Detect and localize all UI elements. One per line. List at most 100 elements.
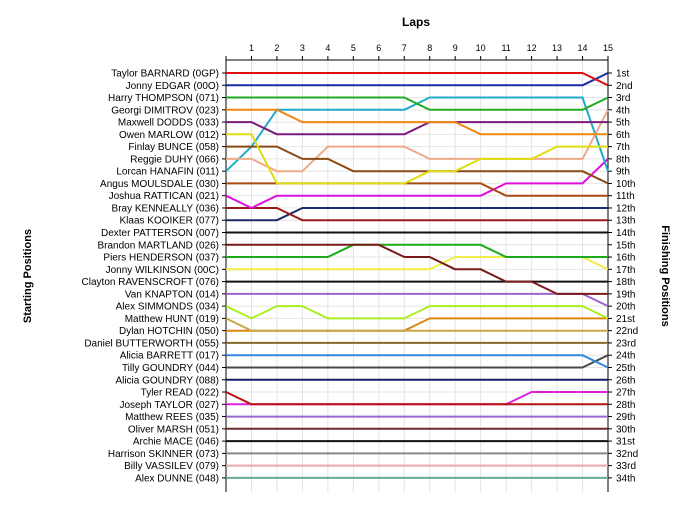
finish-position-label: 22nd [616, 326, 638, 337]
series-line [226, 292, 609, 308]
driver-label: Alicia BARRETT (017) [120, 351, 219, 362]
finish-position-label: 28th [616, 400, 635, 411]
series-line [226, 207, 608, 222]
series-line [226, 145, 609, 185]
finish-position-label: 4th [616, 105, 630, 116]
x-tick-label: 15 [603, 43, 613, 53]
finish-position-label: 25th [616, 363, 635, 374]
series-line [226, 243, 608, 258]
x-tick-label: 1 [249, 43, 254, 53]
finish-position-label: 3rd [616, 93, 630, 104]
driver-label: Oliver MARSH (051) [128, 424, 219, 435]
series-line [225, 305, 609, 320]
driver-label: Angus MOULSDALE (030) [100, 179, 219, 190]
driver-label: Klaas KOOIKER (077) [120, 216, 219, 227]
driver-label: Tyler READ (022) [141, 388, 219, 399]
driver-label: Joseph TAYLOR (027) [120, 400, 220, 411]
driver-label: Dylan HOTCHIN (050) [119, 326, 219, 337]
plot-area [226, 60, 608, 492]
series-line [225, 158, 609, 209]
x-tick-label: 12 [527, 43, 537, 53]
driver-label: Billy VASSILEV (079) [124, 461, 219, 472]
driver-label: Matthew HUNT (019) [125, 314, 219, 325]
finish-position-label: 27th [616, 388, 635, 399]
series-line [226, 243, 608, 295]
driver-label: Maxwell DODDS (033) [118, 118, 219, 129]
finish-position-label: 7th [616, 142, 630, 153]
driver-label: Joshua RATTICAN (021) [109, 191, 219, 202]
series-line [226, 121, 608, 136]
x-tick-label: 14 [578, 43, 588, 53]
driver-label: Clayton RAVENSCROFT (076) [82, 277, 219, 288]
series-line [226, 354, 609, 369]
finish-position-label: 32nd [616, 449, 638, 460]
finish-position-label: 24th [616, 351, 635, 362]
driver-label: Harrison SKINNER (073) [108, 449, 219, 460]
finish-position-label: 14th [616, 228, 635, 239]
driver-label: Lorcan HANAFIN (011) [116, 167, 219, 178]
series-line [225, 391, 608, 406]
finish-position-label: 23rd [616, 338, 636, 349]
finish-position-label: 26th [616, 375, 635, 386]
finish-position-label: 11th [616, 191, 635, 202]
driver-label: Matthew REES (035) [125, 412, 219, 423]
finish-position-label: 30th [616, 424, 635, 435]
driver-label: Alex DUNNE (048) [135, 473, 219, 484]
finish-position-label: 19th [616, 289, 635, 300]
finish-position-label: 13th [616, 216, 635, 227]
driver-label: Alicia GOUNDRY (088) [115, 375, 219, 386]
x-tick-label: 9 [453, 43, 458, 53]
driver-label: Reggie DUHY (066) [130, 154, 219, 165]
finish-position-label: 29th [616, 412, 635, 423]
labels: Laps Starting Positions Finishing Positi… [22, 15, 671, 484]
finish-position-label: 2nd [616, 81, 633, 92]
finish-position-label: 21st [616, 314, 635, 325]
finish-position-label: 31st [616, 437, 635, 448]
driver-label: Finlay BUNCE (058) [128, 142, 219, 153]
driver-label: Jonny EDGAR (00O) [126, 81, 219, 92]
driver-label: Georgi DIMITROV (023) [111, 105, 219, 116]
finish-position-label: 6th [616, 130, 630, 141]
series-line [226, 133, 608, 185]
x-tick-label: 11 [501, 43, 510, 53]
driver-label: Archie MACE (046) [133, 437, 219, 448]
finish-position-label: 10th [616, 179, 635, 190]
x-tick-label: 10 [476, 43, 486, 53]
right-axis-title: Finishing Positions [659, 225, 671, 326]
x-tick-label: 3 [300, 43, 305, 53]
chart-title: Laps [402, 15, 430, 29]
driver-label: Owen MARLOW (012) [119, 130, 219, 141]
driver-label: Harry THOMPSON (071) [108, 93, 219, 104]
finish-position-label: 12th [616, 203, 635, 214]
finish-position-label: 1st [616, 69, 630, 80]
finish-position-label: 34th [616, 473, 635, 484]
finish-position-label: 18th [616, 277, 635, 288]
finish-position-label: 8th [616, 154, 630, 165]
driver-label: Alex SIMMONDS (034) [116, 302, 219, 313]
driver-label: Daniel BUTTERWORTH (055) [84, 338, 219, 349]
driver-label: Dexter PATTERSON (007) [101, 228, 219, 239]
driver-label: Taylor BARNARD (0GP) [111, 69, 219, 80]
driver-label: Brandon MARTLAND (026) [97, 240, 219, 251]
finish-position-label: 33rd [616, 461, 636, 472]
series-line [225, 317, 608, 332]
driver-label: Van KNAPTON (014) [125, 289, 219, 300]
series-line [226, 354, 609, 369]
x-tick-label: 2 [274, 43, 279, 53]
x-tick-label: 7 [402, 43, 407, 53]
finish-position-label: 20th [616, 302, 635, 313]
finish-position-label: 16th [616, 253, 635, 264]
finish-position-label: 5th [616, 118, 630, 129]
series-line [226, 72, 609, 87]
series-line [226, 108, 608, 136]
series-line [226, 109, 609, 173]
finish-position-label: 9th [616, 167, 630, 178]
finish-position-label: 15th [616, 240, 635, 251]
series-line [226, 96, 609, 111]
series-lines [225, 72, 609, 479]
driver-label: Jonny WILKINSON (00C) [106, 265, 219, 276]
x-tick-label: 4 [325, 43, 330, 53]
x-tick-label: 8 [427, 43, 432, 53]
